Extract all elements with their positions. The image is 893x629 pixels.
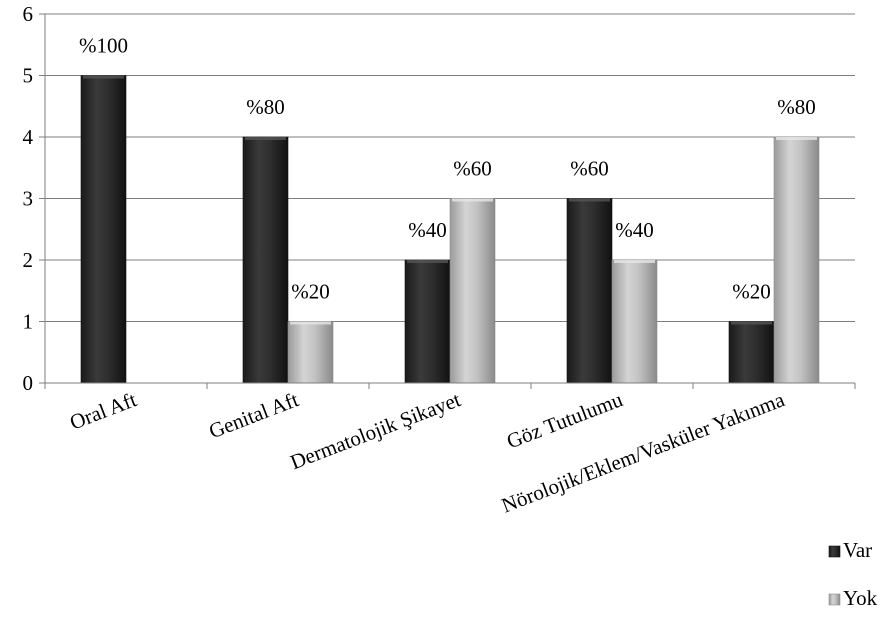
data-label: %60 bbox=[453, 157, 492, 181]
bar-bevel bbox=[290, 321, 331, 325]
y-tick-label: 1 bbox=[23, 310, 34, 334]
legend: Var Yok bbox=[828, 538, 878, 610]
y-tick-label: 0 bbox=[23, 371, 34, 395]
bar-var bbox=[728, 321, 775, 384]
bar-var bbox=[80, 75, 127, 384]
data-label: %80 bbox=[246, 95, 285, 119]
x-category-label: Genital Aft bbox=[206, 387, 302, 443]
x-category-label: Dermatolojik Şikayet bbox=[287, 387, 464, 474]
legend-label-yok: Yok bbox=[843, 586, 878, 610]
data-label: %20 bbox=[732, 280, 771, 304]
x-category-label: Nörolojik/Eklem/Vasküler Yakınma bbox=[498, 387, 788, 518]
bar-var bbox=[404, 259, 451, 384]
y-tick-label: 4 bbox=[23, 125, 34, 149]
x-category-label: Göz Tutulumu bbox=[503, 387, 626, 453]
bar-yok bbox=[773, 136, 820, 384]
y-tick-label: 2 bbox=[23, 248, 34, 272]
bar-bevel bbox=[614, 260, 655, 263]
legend-swatch-var bbox=[828, 545, 841, 558]
x-category-label: Oral Aft bbox=[66, 387, 140, 434]
bar-var bbox=[242, 136, 289, 384]
legend-swatch-yok bbox=[828, 593, 841, 606]
y-tick-label: 3 bbox=[23, 187, 34, 211]
bar-bevel bbox=[776, 137, 817, 140]
bar-bevel bbox=[83, 75, 124, 79]
bar-yok bbox=[287, 321, 334, 384]
bar-bevel bbox=[245, 137, 286, 140]
data-label: %80 bbox=[777, 95, 816, 119]
bar-bevel bbox=[731, 321, 772, 325]
bar-var bbox=[566, 198, 613, 384]
data-label: %20 bbox=[291, 280, 330, 304]
y-tick-label: 5 bbox=[23, 64, 34, 88]
bar-yok bbox=[611, 259, 658, 384]
bar-bevel bbox=[407, 260, 448, 263]
data-label: %100 bbox=[79, 34, 128, 58]
bar-yok bbox=[449, 198, 496, 384]
data-label: %60 bbox=[570, 157, 609, 181]
data-label: %40 bbox=[408, 218, 447, 242]
data-labels: %100 %80 %20 %40 %60 %60 %40 %20 %80 bbox=[79, 34, 816, 304]
bar-bevel bbox=[452, 198, 493, 202]
legend-label-var: Var bbox=[843, 538, 872, 562]
bar-bevel bbox=[569, 198, 610, 202]
bars bbox=[80, 75, 820, 384]
data-label: %40 bbox=[615, 218, 654, 242]
y-tick-label: 6 bbox=[23, 2, 34, 26]
